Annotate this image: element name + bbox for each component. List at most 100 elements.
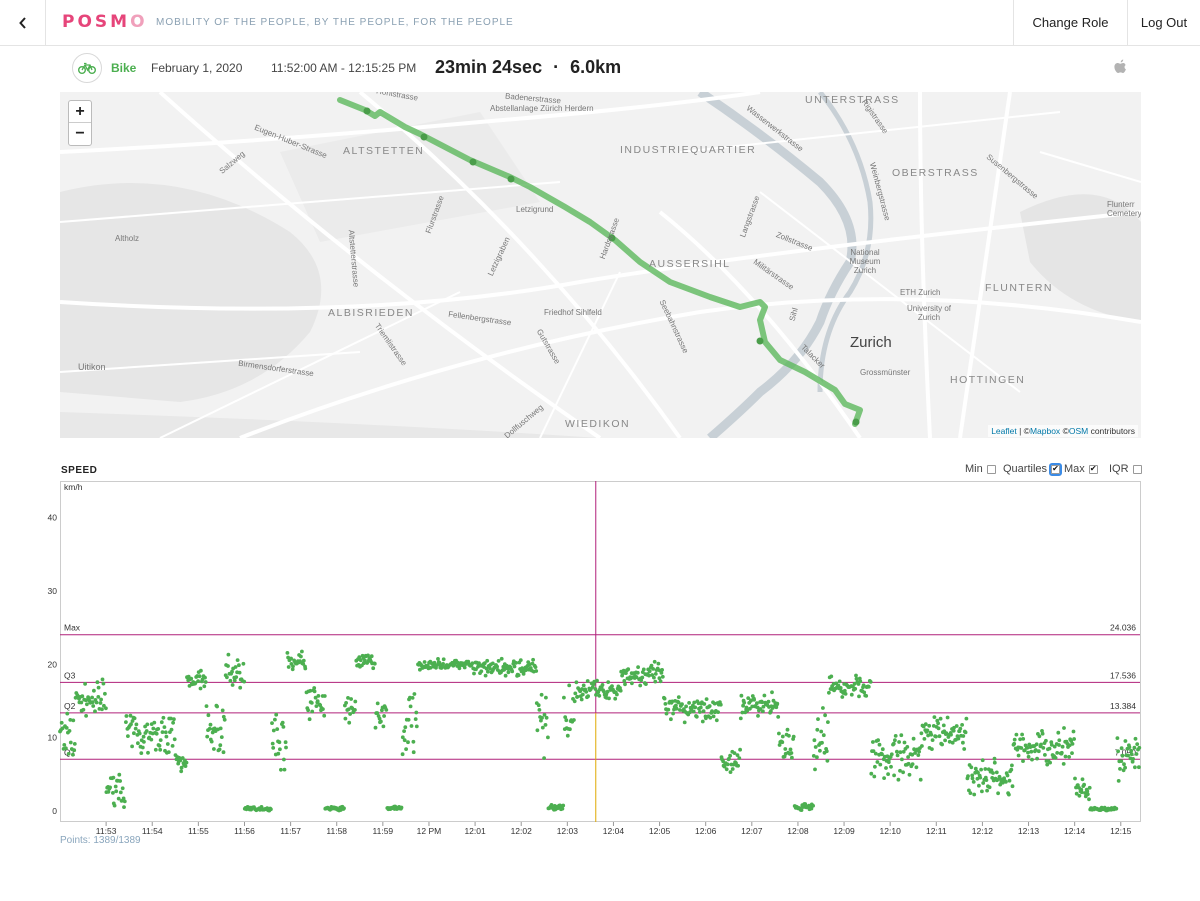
speed-point	[1122, 762, 1126, 767]
trip-map[interactable]: UNTERSTRASS INDUSTRIEQUARTIER OBERSTRASS…	[60, 92, 1141, 438]
speed-point	[837, 679, 842, 684]
speed-point	[286, 665, 291, 669]
speed-chart-svg[interactable]: km/h 0 10 20 30 40 11:53 11:54 11:55 11:56 11:57 11…	[48, 481, 1142, 836]
speed-point	[992, 760, 997, 765]
posmo-logo[interactable]: POSMO	[62, 12, 148, 32]
speed-point	[737, 756, 742, 760]
speed-point	[968, 791, 973, 795]
speed-point	[441, 657, 446, 662]
speed-point	[869, 771, 874, 776]
speed-point	[203, 675, 207, 680]
speed-point	[873, 751, 878, 756]
speed-point	[728, 753, 732, 758]
speed-point	[724, 767, 729, 772]
x-tick-label: 12:04	[603, 826, 625, 836]
iqr-checkbox[interactable]	[1132, 464, 1142, 474]
attribution-suffix: contributors	[1090, 426, 1135, 436]
speed-point	[618, 688, 623, 693]
speed-point	[406, 740, 410, 745]
speed-point	[640, 675, 645, 680]
speed-point	[158, 747, 163, 752]
y-tick-label: 40	[48, 513, 58, 523]
speed-point	[312, 686, 317, 690]
speed-point	[531, 657, 535, 662]
speed-point	[813, 745, 818, 749]
speed-point	[128, 713, 133, 718]
speed-point	[927, 723, 932, 728]
speed-point	[1114, 806, 1119, 811]
speed-point	[775, 701, 780, 706]
speed-point	[871, 740, 875, 744]
speed-point	[836, 683, 841, 688]
change-role-button[interactable]: Change Role	[1013, 0, 1127, 45]
back-button[interactable]	[0, 0, 46, 45]
speed-point	[92, 688, 96, 693]
toggle-quartiles[interactable]: Quartiles ✔	[1003, 462, 1063, 476]
toggle-min[interactable]: Min	[965, 463, 996, 475]
speed-point	[90, 700, 95, 705]
speed-point	[811, 803, 815, 808]
speed-point	[561, 803, 566, 808]
speed-point	[113, 784, 118, 789]
map-attribution: Leaflet | ©Mapbox ©OSM contributors	[988, 425, 1138, 437]
leaflet-link[interactable]: Leaflet	[991, 426, 1017, 436]
speed-point	[892, 773, 896, 778]
speed-point	[156, 727, 161, 731]
speed-point	[1132, 745, 1137, 750]
quartiles-checkbox[interactable]: ✔	[1049, 462, 1063, 476]
speed-point	[1127, 745, 1132, 750]
speed-point	[732, 751, 737, 755]
speed-point	[622, 679, 627, 683]
ref-line-value: 7.050	[1115, 747, 1137, 757]
logout-button[interactable]: Log Out	[1127, 0, 1200, 45]
speed-point	[409, 724, 414, 728]
speed-point	[821, 706, 825, 710]
speed-point	[1014, 732, 1019, 737]
speed-point	[949, 732, 953, 737]
zoom-out-button[interactable]: −	[75, 125, 85, 142]
mapbox-link[interactable]: Mapbox	[1029, 426, 1061, 436]
speed-point	[929, 732, 934, 737]
speed-point	[926, 733, 930, 738]
speed-point	[809, 806, 814, 811]
speed-point	[221, 714, 226, 719]
ref-line-value: 13.384	[1110, 701, 1136, 711]
zoom-in-button[interactable]: +	[69, 101, 91, 123]
speed-point	[225, 675, 229, 680]
speed-point	[861, 683, 866, 688]
toggle-max[interactable]: Max ✔	[1064, 463, 1098, 475]
osm-link[interactable]: OSM	[1068, 426, 1089, 436]
speed-point	[917, 749, 921, 754]
speed-point	[653, 672, 658, 676]
min-checkbox[interactable]	[986, 464, 996, 474]
speed-point	[738, 747, 742, 752]
speed-point	[399, 805, 404, 810]
summary-separator: ·	[553, 57, 560, 77]
speed-point	[657, 676, 662, 681]
speed-point	[676, 700, 681, 705]
speed-point	[789, 751, 794, 755]
speed-point	[660, 674, 665, 679]
speed-point	[991, 771, 995, 775]
speed-point	[279, 767, 283, 772]
speed-point	[66, 751, 71, 756]
speed-point	[937, 734, 942, 739]
speed-point	[647, 669, 652, 674]
speed-point	[944, 731, 949, 736]
speed-point	[179, 769, 184, 774]
speed-point	[872, 774, 877, 779]
speed-point	[741, 703, 745, 708]
toggle-iqr[interactable]: IQR	[1109, 463, 1142, 475]
speed-point	[702, 702, 707, 706]
speed-point	[1057, 743, 1061, 747]
speed-point	[945, 715, 950, 720]
speed-point	[562, 695, 566, 700]
speed-chart[interactable]: km/h 0 10 20 30 40 11:53 11:54 11:55 11:56 11:57 11…	[48, 481, 1142, 836]
speed-point	[684, 704, 688, 709]
speed-point	[575, 694, 580, 699]
speed-point	[282, 757, 286, 762]
speed-point	[600, 683, 605, 687]
speed-point	[274, 712, 279, 717]
speed-point	[348, 712, 352, 716]
max-checkbox[interactable]: ✔	[1088, 464, 1098, 474]
